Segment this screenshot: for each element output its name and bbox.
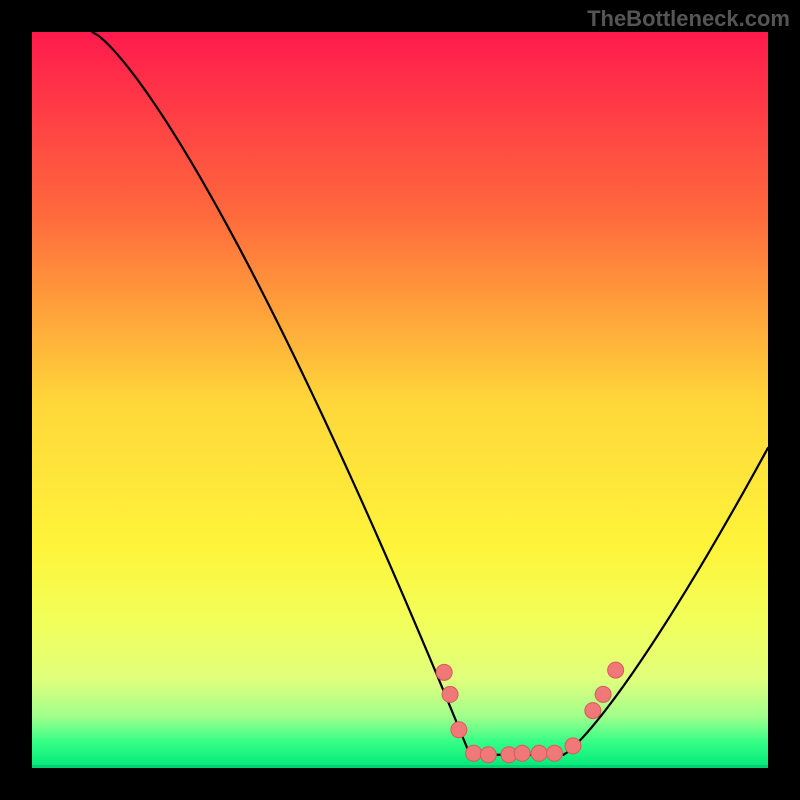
curve-marker [595, 686, 611, 702]
curve-marker [451, 722, 467, 738]
curve-marker [514, 745, 530, 761]
curve-marker [480, 747, 496, 763]
curve-marker [466, 745, 482, 761]
curve-marker [436, 664, 452, 680]
curve-marker [442, 686, 458, 702]
curve-marker [585, 703, 601, 719]
baseline-bar [32, 765, 768, 768]
curve-marker [565, 738, 581, 754]
watermark-text: TheBottleneck.com [587, 6, 790, 32]
gradient-plot-area [32, 32, 768, 768]
curve-marker [608, 662, 624, 678]
curve-marker [531, 745, 547, 761]
curve-marker [547, 745, 563, 761]
